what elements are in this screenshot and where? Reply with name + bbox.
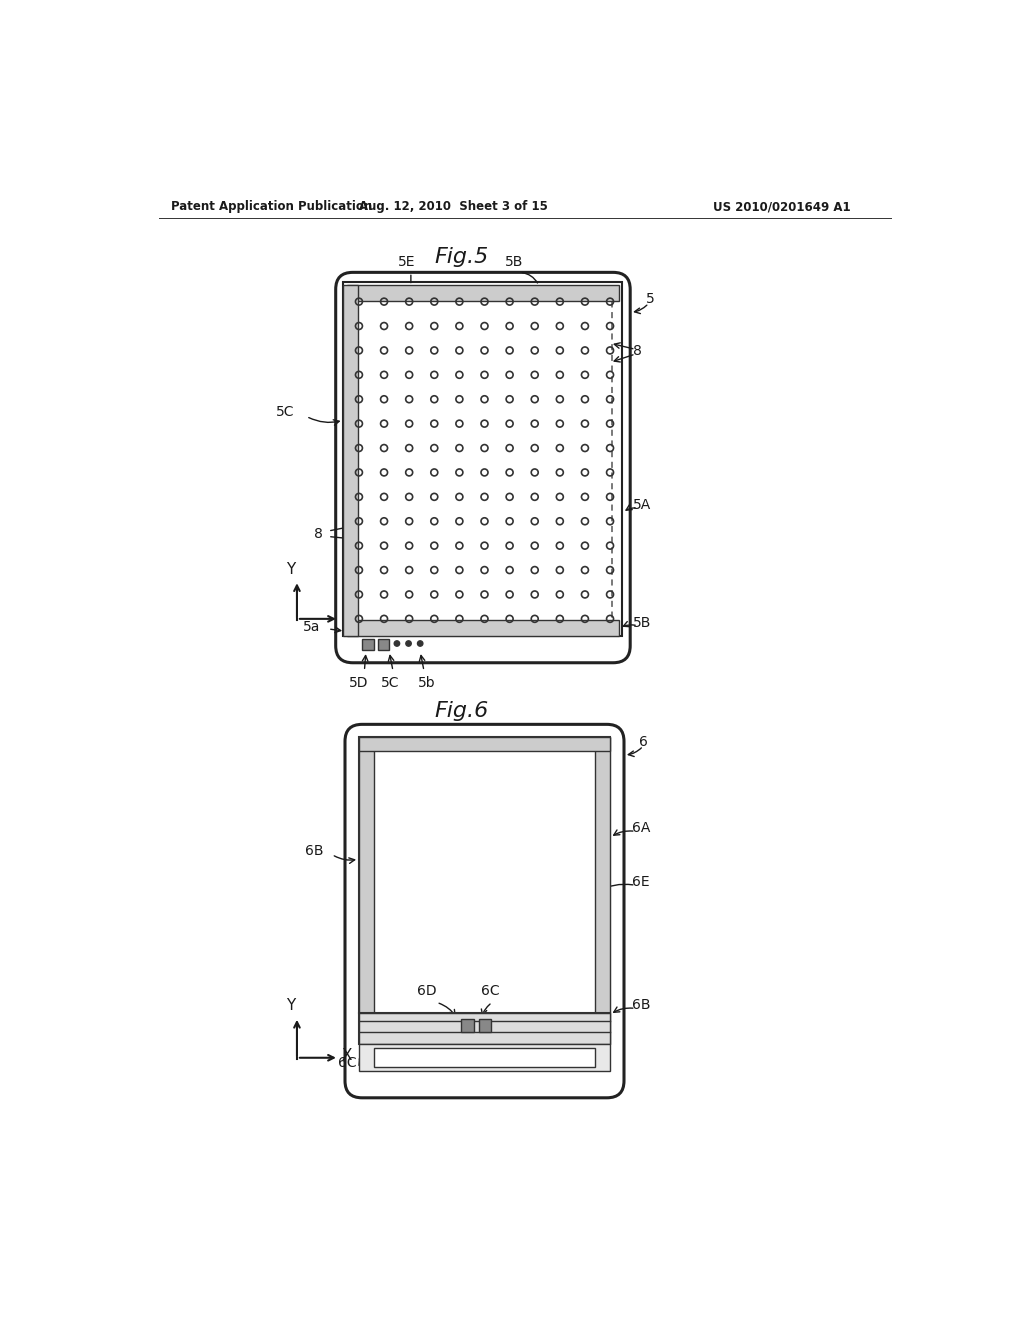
Text: 5D: 5D xyxy=(349,676,369,690)
Bar xyxy=(375,751,595,1014)
Text: 6: 6 xyxy=(640,735,648,748)
Text: Y: Y xyxy=(286,561,295,577)
Text: 6E: 6E xyxy=(632,875,649,890)
Text: 6C: 6C xyxy=(481,983,500,998)
Text: 5B: 5B xyxy=(505,255,523,268)
Text: 6C: 6C xyxy=(338,1056,356,1071)
Bar xyxy=(346,620,620,636)
Text: 6A: 6A xyxy=(632,821,650,836)
FancyBboxPatch shape xyxy=(345,725,624,1098)
Bar xyxy=(378,639,389,651)
Text: 5a: 5a xyxy=(303,619,321,634)
Circle shape xyxy=(406,640,412,647)
Text: Patent Application Publication: Patent Application Publication xyxy=(171,201,372,214)
Bar xyxy=(595,738,610,1044)
Bar xyxy=(362,639,374,651)
Bar xyxy=(359,1014,610,1044)
Text: 5A: 5A xyxy=(633,498,651,512)
Bar xyxy=(359,738,610,1044)
Bar xyxy=(479,1019,492,1032)
Circle shape xyxy=(394,640,399,647)
Text: 8: 8 xyxy=(633,345,642,358)
Bar xyxy=(359,1044,610,1071)
Bar xyxy=(461,1019,474,1032)
Text: 8: 8 xyxy=(314,527,324,541)
Text: Fig.6: Fig.6 xyxy=(434,701,488,721)
Bar xyxy=(359,738,610,751)
Text: Fig.5: Fig.5 xyxy=(434,247,488,267)
Circle shape xyxy=(418,640,423,647)
Text: 5B: 5B xyxy=(633,615,651,630)
Text: 5E: 5E xyxy=(398,255,416,268)
Text: 5C: 5C xyxy=(381,676,399,690)
Text: 6D: 6D xyxy=(417,983,436,998)
Text: US 2010/0201649 A1: US 2010/0201649 A1 xyxy=(713,201,851,214)
Text: Aug. 12, 2010  Sheet 3 of 15: Aug. 12, 2010 Sheet 3 of 15 xyxy=(359,201,548,214)
Bar xyxy=(346,285,620,301)
Text: X: X xyxy=(342,609,352,624)
Bar xyxy=(359,738,375,1044)
Bar xyxy=(375,1048,595,1067)
Text: 5b: 5b xyxy=(418,676,435,690)
Text: Y: Y xyxy=(286,998,295,1014)
Bar xyxy=(343,285,358,636)
Text: X: X xyxy=(342,1048,352,1063)
Text: 5: 5 xyxy=(646,292,654,305)
FancyBboxPatch shape xyxy=(336,272,630,663)
Bar xyxy=(343,281,623,636)
Text: 6B: 6B xyxy=(632,998,650,1012)
Text: 6B: 6B xyxy=(305,845,324,858)
Text: 5C: 5C xyxy=(276,405,295,420)
